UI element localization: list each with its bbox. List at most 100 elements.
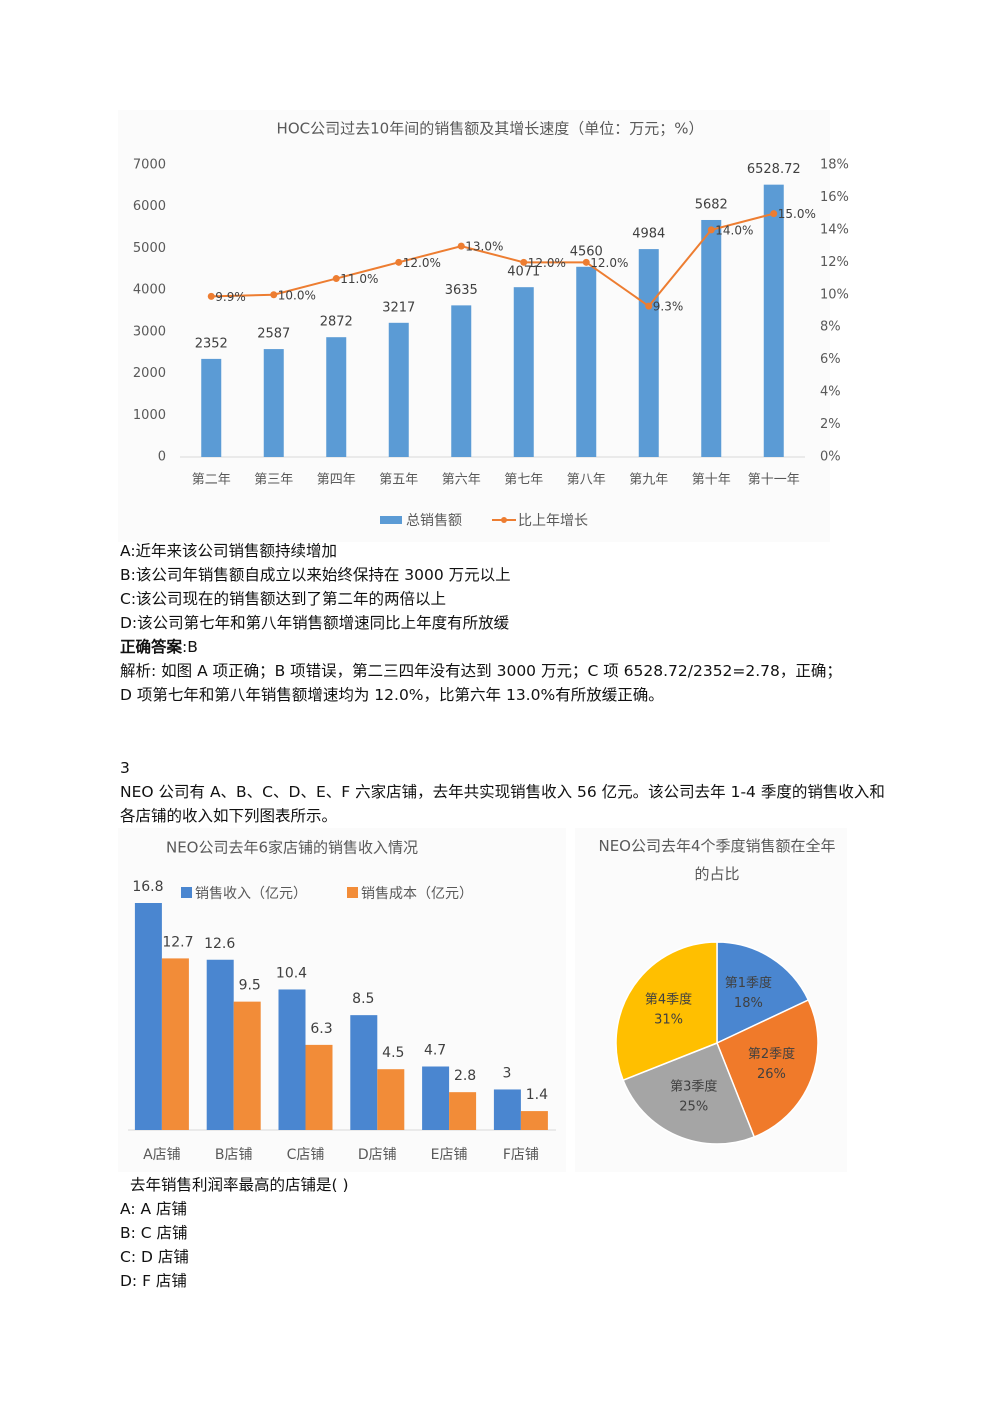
chart-bg	[118, 828, 566, 1172]
data-label: 3217	[382, 300, 415, 315]
y-tick-label: 5000	[133, 241, 166, 256]
data-label: 2.8	[454, 1068, 476, 1084]
slice-value: 18%	[734, 996, 763, 1011]
option: C: D 店铺	[120, 1248, 189, 1266]
y-tick-label: 0	[158, 450, 166, 465]
data-label: 3635	[445, 283, 478, 298]
data-label: 1.4	[526, 1087, 548, 1103]
data-label: 4560	[570, 244, 603, 259]
data-label: 15.0%	[778, 207, 816, 221]
data-label: 4.7	[424, 1042, 446, 1058]
y2-tick-label: 4%	[820, 385, 841, 400]
bar	[449, 1092, 477, 1130]
data-label: 9.3%	[653, 300, 684, 314]
bar	[493, 1089, 521, 1130]
bar	[638, 249, 659, 457]
data-label: 6.3	[310, 1021, 332, 1037]
y2-tick-label: 10%	[820, 287, 849, 302]
bar	[520, 1111, 548, 1130]
question-stem: NEO 公司有 A、B、C、D、E、F 六家店铺，去年共实现销售收入 56 亿元…	[120, 783, 885, 825]
slice-label: 第4季度	[645, 992, 692, 1008]
legend-swatch	[501, 517, 507, 523]
question-number: 3	[120, 759, 130, 777]
x-tick-label: 第三年	[254, 473, 293, 488]
x-tick-label: 第六年	[442, 473, 481, 488]
option: B:该公司年销售额自成立以来始终保持在 3000 万元以上	[120, 566, 511, 584]
data-label: 14.0%	[715, 223, 753, 237]
slice-value: 25%	[679, 1099, 708, 1114]
x-tick-label: 第七年	[504, 473, 543, 488]
option: A: A 店铺	[120, 1200, 188, 1218]
analysis: D 项第七年和第八年销售额增速均为 12.0%，比第六年 13.0%有所放缓正确…	[120, 686, 664, 704]
x-tick-label: 第二年	[192, 473, 231, 488]
question-prompt: 去年销售利润率最高的店铺是( )	[130, 1176, 349, 1194]
option: D: F 店铺	[120, 1272, 187, 1290]
slice-value: 31%	[654, 1013, 683, 1028]
slice-value: 26%	[757, 1067, 786, 1082]
bar	[513, 287, 534, 457]
data-label: 3	[502, 1065, 511, 1081]
data-label: 2587	[257, 327, 290, 342]
x-tick-label: 第四年	[317, 473, 356, 488]
bar	[201, 358, 222, 457]
bar	[422, 1066, 450, 1130]
data-label: 9.5	[239, 978, 261, 994]
data-label: 8.5	[352, 991, 374, 1007]
bar	[263, 349, 284, 457]
bar	[134, 903, 162, 1130]
data-label: 12.7	[162, 934, 193, 950]
legend-swatch	[181, 887, 192, 898]
y2-tick-label: 18%	[820, 158, 849, 173]
legend-label: 销售收入（亿元）	[195, 886, 307, 902]
marker	[457, 242, 465, 250]
y2-tick-label: 12%	[820, 255, 849, 270]
marker	[395, 258, 403, 266]
y-tick-label: 3000	[133, 324, 166, 339]
data-label: 2352	[195, 336, 228, 351]
analysis: 解析: 如图 A 项正确；B 项错误，第二三四年没有达到 3000 万元；C 项…	[120, 662, 842, 680]
pie-slice	[615, 941, 718, 1082]
bar	[451, 305, 472, 457]
slice-label: 第1季度	[725, 975, 772, 991]
x-tick-label: 第十一年	[748, 473, 800, 488]
data-label: 16.8	[132, 879, 163, 895]
marker	[207, 292, 215, 300]
chart-title: HOC公司过去10年间的销售额及其增长速度（单位：万元；%）	[277, 120, 704, 138]
data-label: 5682	[695, 197, 728, 212]
bar	[206, 959, 234, 1130]
legend-swatch	[380, 516, 402, 524]
marker	[270, 291, 278, 299]
x-tick-label: 第五年	[379, 473, 418, 488]
data-label: 12.0%	[590, 256, 628, 270]
pie-slice	[716, 998, 819, 1138]
option: B: C 店铺	[120, 1224, 188, 1242]
question-2: A:近年来该公司销售额持续增加 B:该公司年销售额自成立以来始终保持在 3000…	[120, 539, 885, 707]
question-3-prompt: 去年销售利润率最高的店铺是( ) A: A 店铺 B: C 店铺 C: D 店铺…	[120, 1173, 885, 1293]
y-tick-label: 7000	[133, 158, 166, 173]
chart-title: NEO公司去年6家店铺的销售收入情况	[166, 839, 418, 857]
data-label: 11.0%	[340, 272, 378, 286]
data-label: 2872	[320, 315, 353, 330]
pie-slice	[716, 941, 810, 1045]
y2-tick-label: 6%	[820, 352, 841, 367]
marker	[645, 302, 653, 310]
y2-tick-label: 16%	[820, 190, 849, 205]
legend-label: 销售成本（亿元）	[361, 886, 473, 902]
marker	[707, 226, 715, 234]
data-label: 12.0%	[403, 256, 441, 270]
legend-label: 总销售额	[406, 513, 462, 529]
data-label: 9.9%	[215, 290, 246, 304]
data-label: 10.0%	[278, 288, 316, 302]
chart-title: NEO公司去年4个季度销售额在全年的占比	[598, 837, 836, 883]
line	[211, 212, 775, 308]
x-tick-label: 第八年	[567, 473, 606, 488]
y2-tick-label: 14%	[820, 222, 849, 237]
marker	[332, 275, 340, 283]
bar	[350, 1015, 378, 1130]
x-tick-label: 第九年	[629, 473, 668, 488]
x-tick-label: D店铺	[358, 1147, 397, 1163]
data-label: 4984	[632, 227, 665, 242]
slice-label: 第2季度	[748, 1046, 795, 1062]
